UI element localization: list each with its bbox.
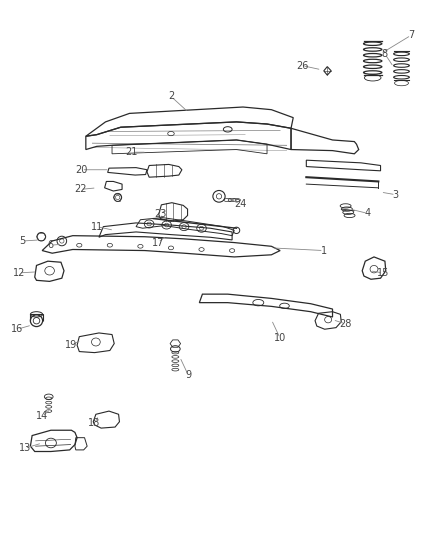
Text: 19: 19 — [65, 340, 78, 350]
Text: 12: 12 — [13, 268, 25, 278]
Text: 18: 18 — [88, 418, 101, 429]
Text: 23: 23 — [154, 209, 166, 220]
Text: 20: 20 — [75, 165, 88, 175]
Text: 6: 6 — [48, 240, 54, 250]
Text: 16: 16 — [11, 324, 23, 334]
Text: 8: 8 — [382, 49, 388, 59]
Text: 28: 28 — [339, 319, 352, 329]
Text: 21: 21 — [126, 147, 138, 157]
Text: 14: 14 — [36, 411, 48, 422]
Text: 4: 4 — [364, 208, 371, 219]
Text: 9: 9 — [185, 370, 191, 381]
Text: 5: 5 — [19, 236, 26, 246]
Text: 26: 26 — [296, 61, 308, 70]
Text: 17: 17 — [152, 238, 164, 247]
Text: 13: 13 — [18, 443, 31, 453]
Text: 2: 2 — [168, 91, 174, 101]
Text: 15: 15 — [377, 268, 389, 278]
Text: 11: 11 — [91, 222, 103, 232]
Text: 22: 22 — [74, 184, 86, 195]
Text: 1: 1 — [321, 246, 327, 255]
Text: 24: 24 — [234, 199, 246, 209]
Text: 7: 7 — [408, 30, 414, 41]
Text: 3: 3 — [393, 190, 399, 200]
Text: 10: 10 — [274, 333, 286, 343]
